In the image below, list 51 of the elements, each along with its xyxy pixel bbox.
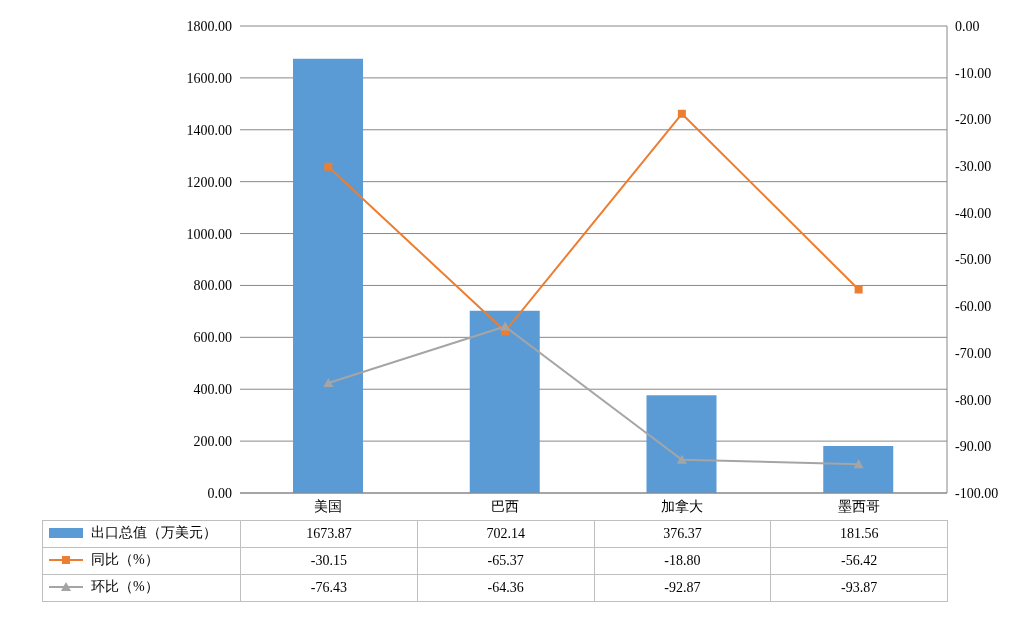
- x-tick-label: 巴西: [491, 498, 520, 514]
- data-label: -30.15: [240, 547, 418, 575]
- y2-tick-label: -100.00: [955, 485, 999, 501]
- data-label: -65.37: [417, 547, 594, 575]
- y2-tick-label: -20.00: [955, 112, 992, 128]
- y-tick-label: 800.00: [193, 278, 232, 294]
- data-label: -56.42: [770, 547, 948, 575]
- y2-tick-label: 0.00: [955, 18, 980, 34]
- y2-tick-label: -40.00: [955, 205, 992, 221]
- bar: [646, 395, 717, 493]
- data-label: -64.36: [417, 574, 594, 602]
- y-tick-label: 1400.00: [186, 122, 232, 138]
- legend-label: 同比（%）: [91, 551, 159, 569]
- y-tick-label: 1600.00: [186, 70, 232, 86]
- bar: [469, 310, 540, 493]
- data-label: -76.43: [240, 574, 418, 602]
- y-tick-label: 600.00: [193, 330, 232, 346]
- y2-tick-label: -10.00: [955, 65, 992, 81]
- data-label: -18.80: [594, 547, 771, 575]
- data-label: 376.37: [594, 520, 771, 548]
- point: [500, 321, 511, 331]
- y-tick-label: 1200.00: [186, 174, 232, 190]
- bar: [293, 58, 363, 493]
- point: [677, 109, 686, 118]
- y2-tick-label: -60.00: [955, 299, 992, 315]
- point: [853, 459, 864, 469]
- x-tick-label: 加拿大: [660, 498, 703, 514]
- data-label: -93.87: [770, 574, 948, 602]
- y-tick-label: 400.00: [193, 382, 232, 398]
- y-tick-label: 1000.00: [186, 226, 232, 242]
- data-label: 1673.87: [240, 520, 418, 548]
- y2-tick-label: -80.00: [955, 392, 992, 408]
- point: [676, 454, 687, 464]
- x-tick-label: 墨西哥: [837, 498, 880, 514]
- y-tick-label: 1800.00: [186, 18, 232, 34]
- point: [854, 285, 863, 294]
- y2-tick-label: -30.00: [955, 159, 992, 175]
- data-label: -92.87: [594, 574, 771, 602]
- data-label: 702.14: [417, 520, 594, 548]
- legend-label: 环比（%）: [91, 578, 159, 596]
- y2-tick-label: -90.00: [955, 439, 992, 455]
- point: [323, 377, 334, 387]
- y-tick-label: 200.00: [193, 434, 232, 450]
- point: [324, 162, 333, 171]
- legend-label: 出口总值（万美元）: [91, 524, 217, 542]
- y2-tick-label: -50.00: [955, 252, 992, 268]
- bar: [823, 445, 894, 493]
- y2-tick-label: -70.00: [955, 345, 992, 361]
- x-tick-label: 美国: [314, 498, 343, 514]
- data-label: 181.56: [770, 520, 948, 548]
- y-tick-label: 0.00: [207, 485, 232, 501]
